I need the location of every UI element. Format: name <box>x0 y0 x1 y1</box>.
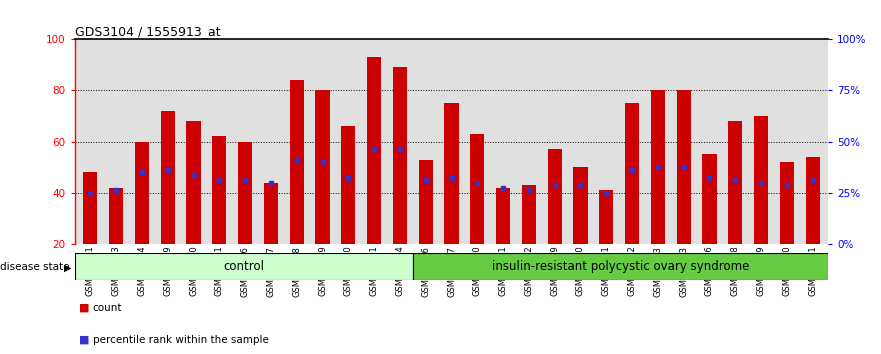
Bar <box>470 134 485 296</box>
Bar <box>651 90 665 296</box>
Text: ▶: ▶ <box>64 262 72 272</box>
Text: GDS3104 / 1555913_at: GDS3104 / 1555913_at <box>75 25 220 38</box>
Bar <box>393 67 407 296</box>
Bar <box>805 157 819 296</box>
Bar <box>677 90 691 296</box>
Bar <box>702 154 716 296</box>
Bar <box>75 253 412 280</box>
Bar <box>84 172 98 296</box>
Bar <box>599 190 613 296</box>
Text: ■: ■ <box>79 303 90 313</box>
Bar <box>522 185 536 296</box>
Bar <box>135 142 149 296</box>
Bar <box>367 57 381 296</box>
Bar <box>290 80 304 296</box>
Bar <box>187 121 201 296</box>
Text: ■: ■ <box>79 335 90 345</box>
Bar <box>574 167 588 296</box>
Bar <box>412 253 828 280</box>
Bar <box>160 111 174 296</box>
Bar <box>729 121 743 296</box>
Text: control: control <box>223 260 264 273</box>
Bar <box>341 126 355 296</box>
Bar <box>238 142 252 296</box>
Bar <box>444 103 459 296</box>
Bar <box>263 183 278 296</box>
Bar <box>109 188 123 296</box>
Text: percentile rank within the sample: percentile rank within the sample <box>93 335 269 345</box>
Bar <box>496 188 510 296</box>
Bar <box>315 90 329 296</box>
Text: count: count <box>93 303 122 313</box>
Text: disease state: disease state <box>0 262 70 272</box>
Text: insulin-resistant polycystic ovary syndrome: insulin-resistant polycystic ovary syndr… <box>492 260 749 273</box>
Bar <box>780 162 794 296</box>
Bar <box>418 160 433 296</box>
Bar <box>625 103 640 296</box>
Bar <box>548 149 562 296</box>
Bar <box>754 116 768 296</box>
Bar <box>212 137 226 296</box>
